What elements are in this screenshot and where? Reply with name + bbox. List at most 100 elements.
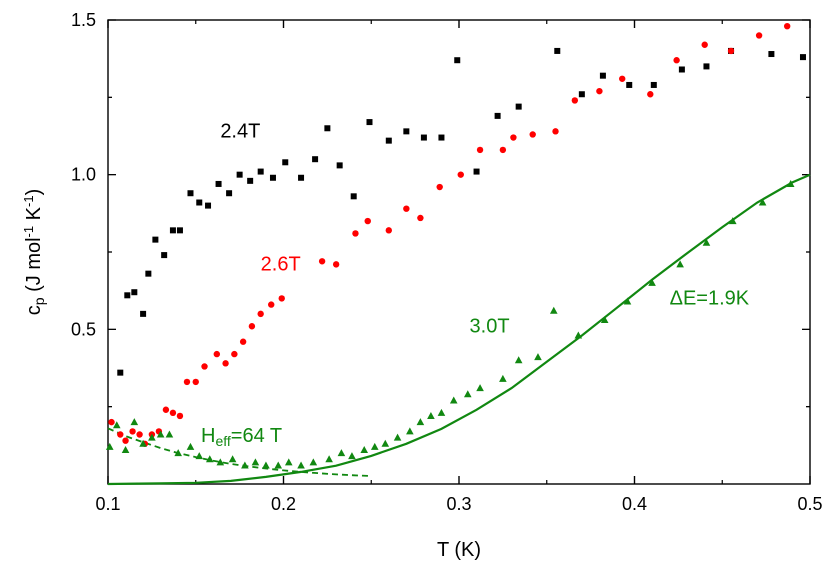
data-point <box>108 418 115 426</box>
x-tick-label: 0.2 <box>271 494 296 514</box>
heff-label-sub: eff <box>215 433 230 449</box>
data-point <box>117 369 124 376</box>
series-2-6t <box>108 22 791 447</box>
data-point <box>176 227 183 234</box>
data-point <box>673 57 680 64</box>
heff-label-main: H <box>201 425 215 447</box>
data-point <box>578 91 585 98</box>
data-point <box>187 190 194 197</box>
data-point <box>124 292 131 299</box>
data-point <box>186 442 195 450</box>
data-point <box>755 32 763 39</box>
data-point <box>215 180 222 187</box>
data-point <box>162 406 170 413</box>
data-point <box>799 54 806 61</box>
data-point <box>574 331 583 339</box>
data-point <box>161 252 168 259</box>
data-point <box>324 125 331 132</box>
y-label-mid: K <box>23 206 45 226</box>
data-point <box>195 452 204 460</box>
data-point <box>678 66 685 73</box>
data-point <box>626 81 633 88</box>
data-point <box>449 396 458 404</box>
data-point <box>436 183 443 191</box>
data-point <box>169 409 177 417</box>
data-point <box>385 227 392 234</box>
y-axis-ticks: 0.5 1.0 1.5 <box>71 10 810 408</box>
series-2-4t <box>117 47 806 376</box>
data-point <box>121 445 130 453</box>
data-point <box>269 174 276 181</box>
data-point <box>768 51 775 58</box>
y-label-close: ) <box>23 189 45 196</box>
data-point <box>248 323 256 330</box>
x-tick-label: 0.4 <box>622 494 647 514</box>
data-point <box>499 146 507 154</box>
data-point <box>427 411 435 419</box>
data-point <box>463 390 472 398</box>
data-point <box>226 190 233 197</box>
data-point <box>247 177 254 184</box>
data-point <box>702 238 711 246</box>
data-point <box>131 289 138 296</box>
data-point <box>156 430 165 438</box>
data-point <box>554 47 561 54</box>
data-point <box>417 214 424 222</box>
data-point <box>145 270 152 277</box>
data-point <box>192 378 199 386</box>
y-label-sup-2: -1 <box>21 195 36 207</box>
data-point <box>278 295 285 302</box>
x-tick-label: 0.1 <box>95 494 120 514</box>
data-point <box>105 442 114 450</box>
data-point <box>596 87 603 95</box>
data-point <box>619 75 626 82</box>
data-point <box>284 458 293 466</box>
data-point <box>352 230 359 237</box>
data-point <box>117 431 124 438</box>
data-point <box>728 217 737 225</box>
y-tick-label: 1.0 <box>71 165 96 185</box>
data-point <box>529 131 536 138</box>
annotation-label: 3.0T <box>470 315 510 337</box>
data-point <box>336 162 343 169</box>
annotation-label: 2.6T <box>261 254 301 276</box>
data-point <box>268 301 275 308</box>
gap-fit-curve <box>107 173 811 486</box>
data-point <box>623 297 632 305</box>
data-point <box>515 103 522 110</box>
x-axis-ticks: 0.1 0.2 0.3 0.4 0.5 <box>95 20 823 514</box>
data-point <box>239 338 247 345</box>
series-3-0t <box>105 179 795 469</box>
data-point <box>364 217 371 225</box>
data-point <box>297 461 305 469</box>
data-point <box>703 63 710 70</box>
data-point <box>228 455 237 463</box>
data-point <box>325 455 333 463</box>
x-tick-label: 0.5 <box>797 494 822 514</box>
data-point <box>348 452 356 460</box>
data-point <box>337 449 346 457</box>
data-markers <box>105 22 806 469</box>
data-point <box>350 193 357 200</box>
data-point <box>514 356 523 364</box>
data-point <box>112 421 121 429</box>
data-point <box>476 384 484 392</box>
data-point <box>282 159 289 166</box>
data-point <box>169 227 176 234</box>
x-axis-label: T (K) <box>437 539 481 561</box>
data-point <box>213 350 221 358</box>
data-point <box>393 433 402 441</box>
data-point <box>298 174 305 181</box>
data-point <box>274 461 283 469</box>
y-axis-label: cp (J mol-1 K-1) <box>21 189 48 316</box>
data-point <box>174 449 182 457</box>
data-point <box>499 374 507 382</box>
annotation-label: 2.4T <box>220 121 260 143</box>
data-point <box>318 258 326 265</box>
data-point <box>476 146 484 154</box>
data-point <box>676 260 684 268</box>
data-point <box>139 439 147 447</box>
data-point <box>648 278 656 286</box>
data-point <box>437 408 446 416</box>
